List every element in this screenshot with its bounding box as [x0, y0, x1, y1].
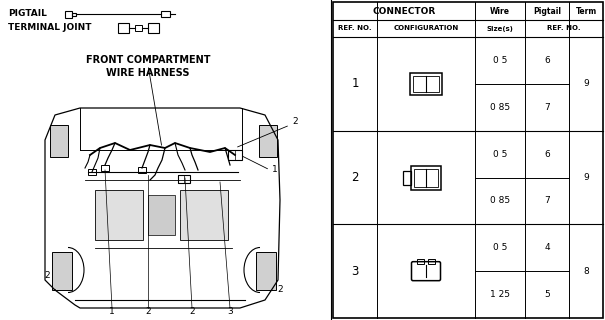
Text: 2: 2: [292, 117, 298, 126]
Text: 2: 2: [189, 308, 195, 316]
Bar: [259, 125, 277, 157]
Text: 2: 2: [145, 308, 151, 316]
Bar: [101, 165, 109, 171]
Text: 0 5: 0 5: [493, 149, 507, 159]
Bar: [88, 169, 96, 175]
Text: CONFIGURATION: CONFIGURATION: [393, 26, 459, 31]
Bar: [52, 252, 72, 290]
Bar: [65, 11, 72, 18]
Bar: [178, 175, 184, 183]
Text: TERMINAL JOINT: TERMINAL JOINT: [8, 23, 91, 33]
Text: 5: 5: [544, 290, 550, 299]
Text: 0 5: 0 5: [493, 56, 507, 65]
Text: 7: 7: [544, 196, 550, 205]
Bar: [118, 23, 129, 33]
Text: 0 85: 0 85: [490, 196, 510, 205]
Bar: [403, 171, 411, 185]
Text: 8: 8: [583, 267, 589, 276]
Text: 7: 7: [544, 103, 550, 112]
Bar: [411, 165, 441, 189]
Bar: [148, 195, 175, 235]
Text: Term: Term: [575, 6, 597, 15]
Text: Wire: Wire: [490, 6, 510, 15]
Text: Pigtail: Pigtail: [533, 6, 561, 15]
Bar: [180, 190, 228, 240]
Bar: [72, 12, 76, 15]
Text: 2: 2: [352, 171, 359, 184]
Text: CONNECTOR: CONNECTOR: [372, 6, 436, 15]
Text: 3: 3: [352, 265, 359, 278]
Text: 6: 6: [544, 56, 550, 65]
Bar: [410, 73, 442, 95]
Bar: [161, 11, 170, 17]
Text: 1: 1: [352, 77, 359, 90]
Bar: [417, 259, 424, 264]
Text: REF. NO.: REF. NO.: [338, 26, 372, 31]
Bar: [148, 23, 159, 33]
Text: FRONT COMPARTMENT
WIRE HARNESS: FRONT COMPARTMENT WIRE HARNESS: [86, 55, 211, 78]
Bar: [256, 252, 276, 290]
Text: 1: 1: [272, 165, 278, 174]
Text: 6: 6: [544, 149, 550, 159]
Bar: [50, 125, 68, 157]
Text: 1 25: 1 25: [490, 290, 510, 299]
Text: PIGTAIL: PIGTAIL: [8, 10, 47, 19]
Text: Size(s): Size(s): [486, 26, 514, 31]
Bar: [428, 259, 435, 264]
Bar: [413, 76, 439, 92]
Text: 0 5: 0 5: [493, 243, 507, 252]
Bar: [228, 150, 242, 160]
Bar: [178, 175, 190, 183]
Bar: [333, 2, 603, 318]
Bar: [414, 169, 438, 187]
Text: 1: 1: [109, 308, 115, 316]
Text: 4: 4: [544, 243, 550, 252]
Bar: [135, 25, 142, 31]
Text: 2: 2: [277, 285, 283, 294]
Bar: [138, 167, 146, 173]
Text: REF. NO.: REF. NO.: [547, 26, 581, 31]
Text: 9: 9: [583, 79, 589, 88]
Text: 9: 9: [583, 173, 589, 182]
Text: 3: 3: [227, 308, 233, 316]
Bar: [95, 190, 143, 240]
Text: 0 85: 0 85: [490, 103, 510, 112]
Text: 2: 2: [44, 270, 50, 279]
